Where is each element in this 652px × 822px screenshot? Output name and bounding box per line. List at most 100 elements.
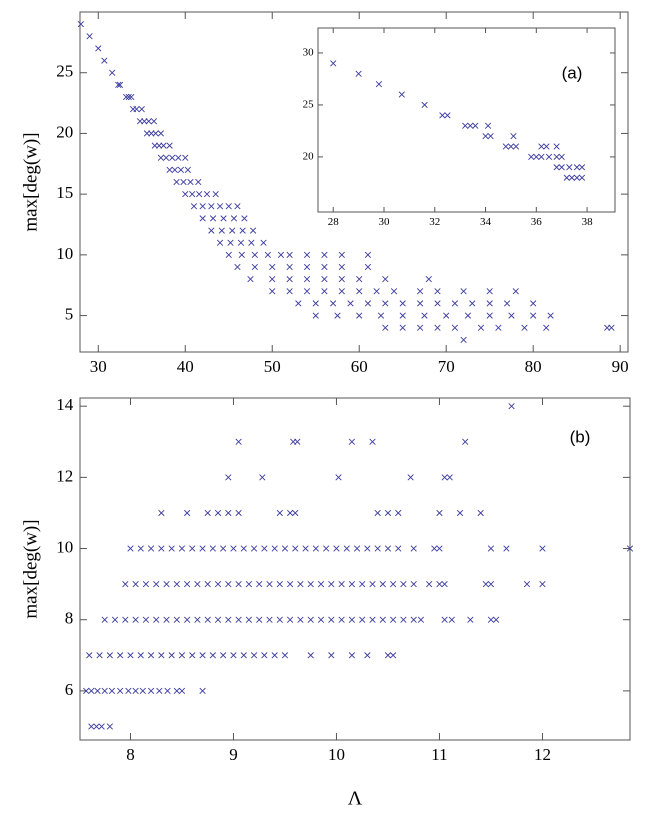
point [547, 312, 554, 319]
point [147, 652, 155, 659]
point [487, 545, 495, 552]
point [218, 227, 225, 234]
point [545, 153, 553, 161]
point [364, 545, 371, 552]
point [212, 191, 219, 198]
point [451, 300, 459, 307]
x-tick-label: 36 [531, 216, 543, 228]
x-tick-label: 80 [525, 357, 542, 376]
point [196, 191, 203, 198]
point [220, 215, 227, 222]
point [225, 203, 232, 210]
point [137, 545, 144, 552]
point [164, 687, 171, 695]
point [530, 300, 537, 307]
point [330, 300, 337, 307]
point [292, 545, 299, 552]
point [264, 251, 272, 258]
point [492, 616, 500, 623]
point [189, 191, 196, 198]
point [150, 118, 158, 125]
point [180, 178, 187, 186]
point [178, 652, 186, 659]
point [208, 203, 215, 210]
point [132, 616, 139, 623]
point [443, 312, 450, 319]
point [484, 122, 492, 129]
point [251, 263, 258, 271]
point [117, 687, 124, 695]
point [382, 324, 389, 331]
point [190, 203, 198, 210]
point [390, 288, 398, 295]
point [379, 581, 386, 588]
point [204, 581, 211, 588]
point [235, 616, 242, 623]
point [434, 300, 441, 307]
point [138, 106, 145, 113]
point [173, 687, 180, 695]
point [166, 166, 173, 173]
point [83, 687, 90, 695]
x-tick-label: 10 [328, 745, 345, 764]
point [436, 509, 443, 517]
point [307, 652, 314, 659]
point [295, 300, 302, 307]
point [486, 312, 493, 319]
y-tick-label: 6 [65, 680, 74, 699]
point [348, 652, 356, 659]
point [230, 545, 237, 552]
point [487, 132, 494, 140]
point [538, 153, 545, 161]
point [101, 57, 108, 64]
x-tick-label: 11 [431, 745, 447, 764]
point [399, 312, 406, 319]
y-tick-label: 30 [303, 46, 315, 58]
point [109, 69, 116, 76]
point [234, 263, 241, 271]
x-tick-label: 60 [351, 357, 368, 376]
point [512, 288, 519, 295]
point [539, 545, 546, 552]
point [286, 288, 293, 295]
point [168, 545, 175, 552]
point [426, 581, 433, 588]
point [269, 288, 276, 295]
point [338, 616, 345, 623]
panel-label: (b) [570, 427, 591, 446]
point [558, 164, 565, 171]
point [364, 300, 372, 307]
point [502, 143, 509, 150]
point [294, 438, 301, 445]
point [330, 60, 337, 67]
point [153, 581, 160, 588]
point [364, 652, 371, 659]
point [199, 203, 206, 210]
point [261, 545, 268, 552]
point [508, 312, 515, 319]
point [410, 616, 417, 623]
point [199, 652, 206, 659]
point [416, 324, 424, 331]
point [86, 33, 93, 40]
point [139, 687, 146, 695]
point [122, 581, 129, 588]
point [467, 122, 474, 129]
point [373, 288, 380, 295]
point [389, 616, 397, 623]
x-tick-label: 70 [438, 357, 455, 376]
point [106, 652, 113, 659]
point [166, 142, 173, 149]
point [400, 581, 407, 588]
point [86, 652, 93, 659]
point [482, 132, 489, 140]
point [416, 300, 424, 307]
point [122, 93, 130, 101]
point [245, 616, 253, 623]
plot-frame [317, 27, 616, 213]
point [568, 174, 575, 181]
point [286, 509, 294, 517]
point [225, 509, 232, 517]
point [214, 509, 222, 517]
point [510, 132, 517, 140]
